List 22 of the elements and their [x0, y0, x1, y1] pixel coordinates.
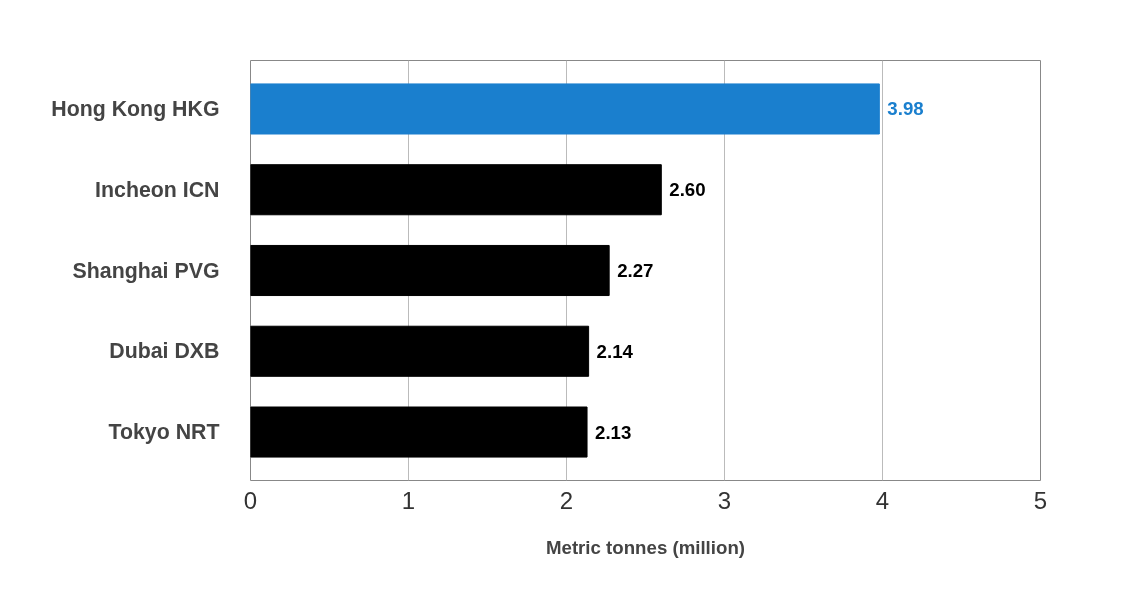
bar — [250, 244, 610, 297]
x-tick-label: 1 — [401, 486, 416, 514]
x-tick-label: 5 — [1033, 486, 1048, 514]
data-label: 2.14 — [596, 340, 634, 362]
x-tick-label: 3 — [717, 486, 732, 514]
y-tick-label: Hong Kong HKG — [51, 96, 220, 121]
bar — [250, 164, 662, 216]
y-tick-label: Dubai DXB — [109, 339, 220, 364]
data-label: 2.13 — [595, 421, 632, 443]
bar — [250, 83, 880, 135]
x-tick-label: 0 — [243, 486, 258, 514]
data-label: 3.98 — [887, 98, 924, 120]
data-label: 2.60 — [669, 179, 706, 201]
x-tick-label: 4 — [875, 486, 890, 514]
bar — [250, 325, 590, 377]
y-tick-label: Shanghai PVG — [72, 258, 220, 283]
y-tick-label: Incheon ICN — [95, 177, 220, 202]
x-axis-title: Metric tonnes (million) — [546, 536, 746, 558]
x-tick-label: 2 — [559, 486, 574, 514]
y-tick-label: Tokyo NRT — [108, 420, 220, 445]
data-label: 2.27 — [617, 260, 654, 281]
bar — [250, 406, 588, 458]
